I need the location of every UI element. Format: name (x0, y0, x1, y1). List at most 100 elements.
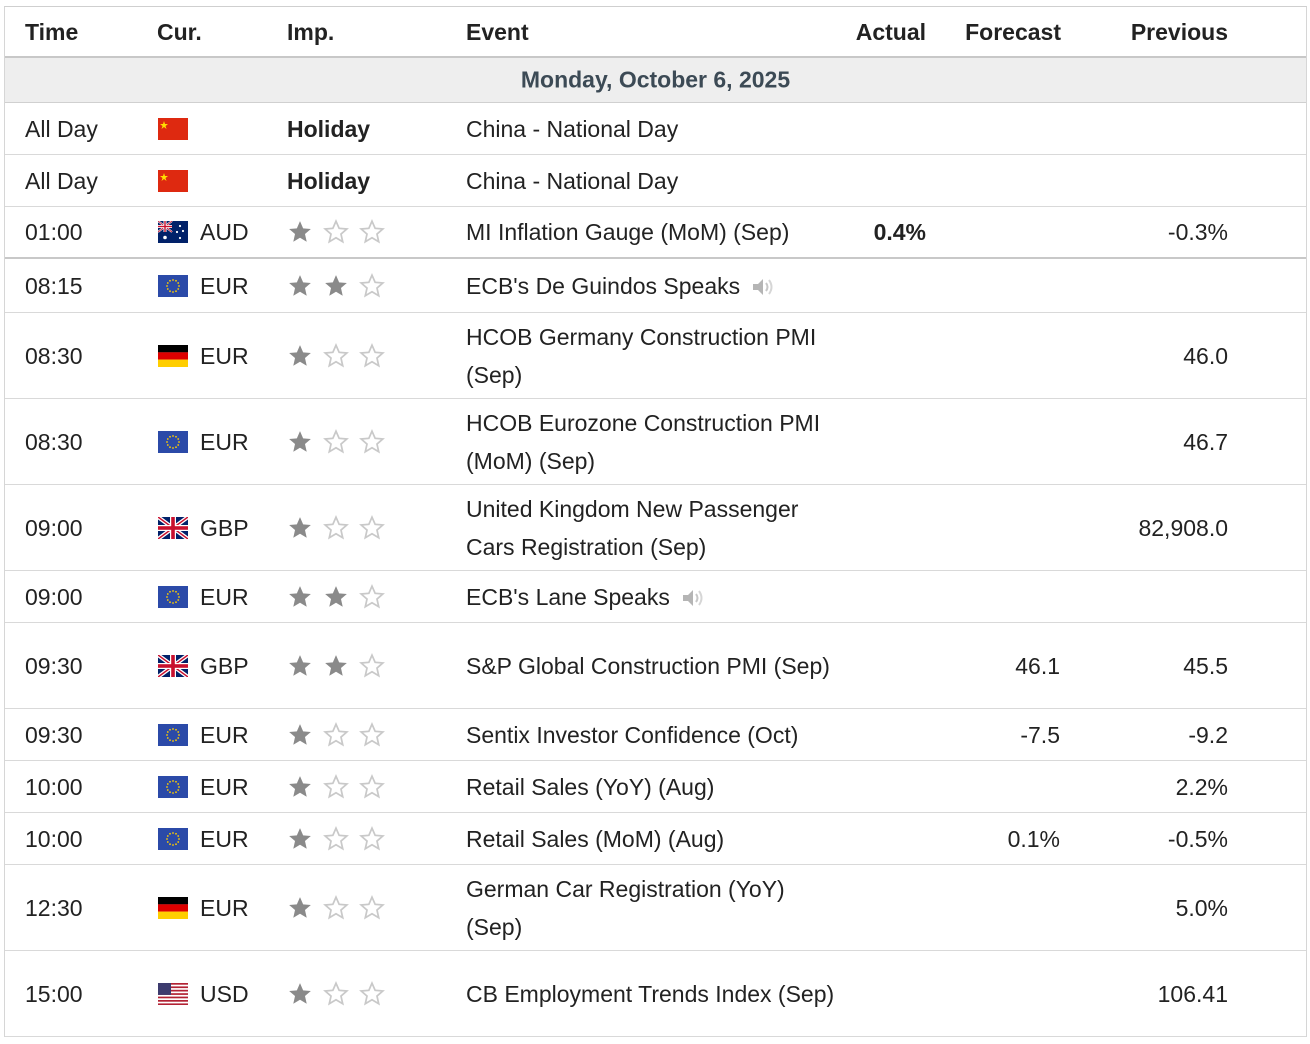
previous-value: 106.41 (1157, 980, 1228, 1007)
currency-code: AUD (200, 219, 249, 245)
date-label: Monday, October 6, 2025 (520, 66, 791, 93)
event-name-text[interactable]: S&P Global Construction PMI (Sep) (466, 652, 830, 679)
event-name[interactable]: S&P Global Construction PMI (Sep) (466, 647, 836, 685)
header-forecast[interactable]: Forecast (965, 18, 1061, 45)
event-time: 08:30 (25, 342, 83, 369)
eu-flag-icon (158, 585, 188, 608)
star-empty-icon (359, 514, 385, 541)
star-empty-icon (323, 219, 349, 245)
event-name-text[interactable]: Sentix Investor Confidence (Oct) (466, 721, 799, 748)
actual-value: 0.4% (873, 219, 926, 245)
event-name-text[interactable]: United Kingdom New Passenger Cars Regist… (466, 495, 799, 560)
star-empty-icon (359, 894, 385, 921)
event-name-text[interactable]: Retail Sales (YoY) (Aug) (466, 773, 715, 800)
previous-value: -9.2 (1188, 721, 1228, 748)
table-row[interactable]: 09:30 EUR Sentix Investor Confidence (Oct)… (5, 709, 1306, 761)
eu-flag-icon (158, 274, 188, 297)
event-name-text[interactable]: ECB's De Guindos Speaks (466, 272, 741, 299)
table-row[interactable]: 08:30 EUR HCOB Germany Construction PMI (S… (5, 313, 1306, 399)
event-name-text[interactable]: China - National Day (466, 115, 679, 142)
eu-flag-icon (158, 827, 188, 850)
eu-flag-icon (158, 723, 188, 746)
currency-code: GBP (200, 652, 249, 679)
header-actual[interactable]: Actual (855, 18, 926, 45)
importance-label: Holiday (287, 167, 371, 194)
date-row: Monday, October 6, 2025 (5, 58, 1306, 103)
event-time: 09:00 (25, 583, 83, 610)
star-empty-icon (323, 721, 349, 748)
eu-flag-icon (158, 775, 188, 798)
table-row[interactable]: 08:15 EUR ECB's De Guindos Speaks (5, 259, 1306, 313)
event-name[interactable]: China - National Day (466, 162, 836, 200)
forecast-value: 46.1 (1015, 652, 1060, 679)
event-name[interactable]: China - National Day (466, 110, 836, 148)
table-row[interactable]: 10:00 EUR Retail Sales (YoY) (Aug) 2.2% (5, 761, 1306, 813)
event-name[interactable]: Retail Sales (YoY) (Aug) (466, 768, 836, 806)
event-name[interactable]: Sentix Investor Confidence (Oct) (466, 716, 836, 754)
event-time: 10:00 (25, 825, 83, 852)
header-currency[interactable]: Cur. (157, 18, 202, 45)
speaker-icon (740, 273, 776, 299)
header-time[interactable]: Time (25, 18, 79, 45)
table-row[interactable]: 10:00 EUR Retail Sales (MoM) (Aug) 0.1% -0.5… (5, 813, 1306, 865)
us-flag-icon (158, 982, 188, 1005)
header-previous[interactable]: Previous (1130, 18, 1228, 45)
star-empty-icon (359, 272, 385, 299)
event-name[interactable]: United Kingdom New Passenger Cars Regist… (466, 490, 836, 566)
event-name[interactable]: ECB's De Guindos Speaks (466, 267, 836, 305)
event-name[interactable]: ECB's Lane Speaks (466, 578, 836, 616)
forecast-value: 0.1% (1007, 825, 1060, 852)
importance-stars (287, 980, 385, 1007)
event-name[interactable]: Retail Sales (MoM) (Aug) (466, 820, 836, 858)
table-row[interactable]: 01:00 AUD MI Inflation Gauge (MoM) (Sep) 0.… (5, 207, 1306, 259)
event-time: All Day (25, 115, 98, 142)
importance-stars (287, 219, 385, 245)
star-filled-icon (287, 774, 313, 800)
event-name-text[interactable]: MI Inflation Gauge (MoM) (Sep) (466, 219, 790, 245)
event-time: 15:00 (25, 980, 83, 1007)
table-row[interactable]: 08:30 EUR HCOB Eurozone Construction PMI (… (5, 399, 1306, 485)
previous-value: 45.5 (1183, 652, 1228, 679)
china-flag-icon (158, 169, 188, 192)
event-time: All Day (25, 167, 98, 194)
currency-code: EUR (200, 894, 249, 921)
table-row[interactable]: All Day Holiday China - National Day (5, 155, 1306, 207)
importance-stars (287, 428, 385, 455)
star-empty-icon (323, 894, 349, 921)
star-empty-icon (359, 342, 385, 369)
event-name[interactable]: HCOB Germany Construction PMI (Sep) (466, 318, 836, 394)
event-time: 09:30 (25, 721, 83, 748)
star-empty-icon (359, 721, 385, 748)
previous-value: 5.0% (1175, 894, 1228, 921)
table-row[interactable]: All Day Holiday China - National Day (5, 103, 1306, 155)
importance-stars (287, 721, 385, 748)
event-name-text[interactable]: German Car Registration (YoY) (Sep) (466, 875, 785, 940)
event-name-text[interactable]: CB Employment Trends Index (Sep) (466, 980, 835, 1007)
event-name[interactable]: CB Employment Trends Index (Sep) (466, 975, 836, 1013)
event-name-text[interactable]: HCOB Eurozone Construction PMI (MoM) (Se… (466, 409, 821, 474)
star-empty-icon (359, 428, 385, 455)
table-row[interactable]: 09:00 GBP United Kingdom New Passenger Car… (5, 485, 1306, 571)
header-importance[interactable]: Imp. (287, 18, 335, 45)
table-row[interactable]: 09:30 GBP S&P Global Construction PMI (Sep… (5, 623, 1306, 709)
event-name-text[interactable]: China - National Day (466, 167, 679, 194)
previous-value: 46.7 (1183, 428, 1228, 455)
event-name[interactable]: German Car Registration (YoY) (Sep) (466, 870, 836, 946)
event-name[interactable]: MI Inflation Gauge (MoM) (Sep) (466, 213, 836, 251)
event-time: 08:30 (25, 428, 83, 455)
star-filled-icon (287, 515, 313, 541)
table-row[interactable]: 09:00 EUR ECB's Lane Speaks (5, 571, 1306, 623)
table-row[interactable]: 15:00 USD CB Employment Trends Index (Sep)… (5, 951, 1306, 1037)
star-filled-icon (287, 722, 313, 748)
germany-flag-icon (158, 344, 188, 367)
speaker-icon (670, 584, 706, 610)
star-empty-icon (323, 342, 349, 369)
event-name-text[interactable]: HCOB Germany Construction PMI (Sep) (466, 323, 817, 388)
header-event[interactable]: Event (466, 18, 529, 45)
event-name[interactable]: HCOB Eurozone Construction PMI (MoM) (Se… (466, 404, 836, 480)
star-empty-icon (359, 980, 385, 1007)
event-name-text[interactable]: Retail Sales (MoM) (Aug) (466, 825, 725, 852)
event-name-text[interactable]: ECB's Lane Speaks (466, 583, 670, 610)
star-empty-icon (359, 825, 385, 852)
table-row[interactable]: 12:30 EUR German Car Registration (YoY) (S… (5, 865, 1306, 951)
